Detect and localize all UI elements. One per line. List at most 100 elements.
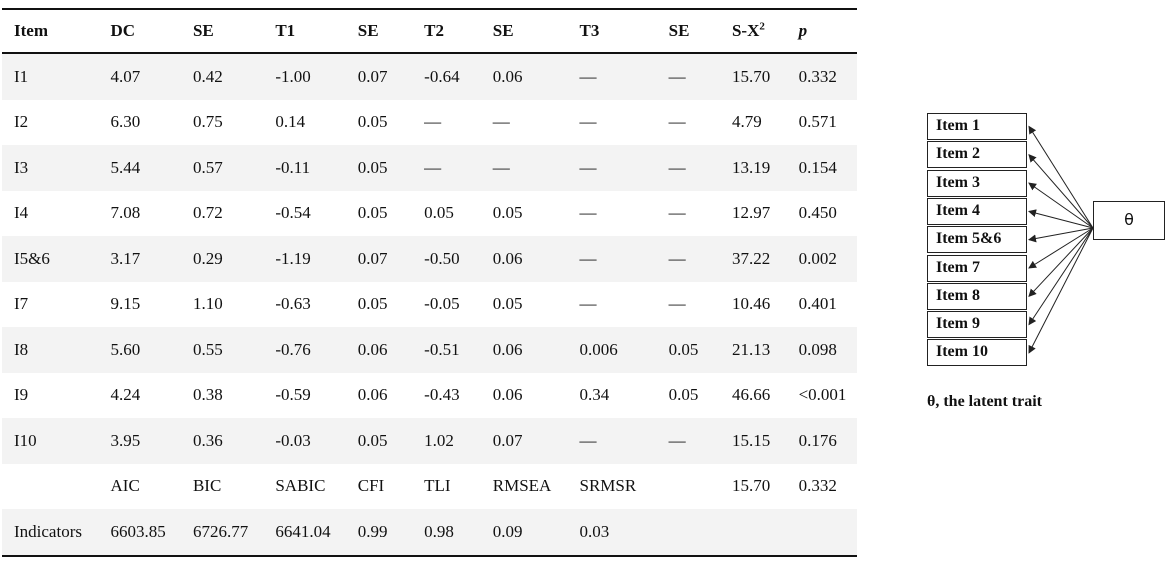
table-cell: 9.15 xyxy=(98,281,181,327)
table-cell: 21.13 xyxy=(719,327,787,373)
table-cell: 0.05 xyxy=(480,281,568,327)
irt-parameter-table: Item DC SE T1 SE T2 SE T3 SE S-X2 p I1 4.07 0.42 -1.0… xyxy=(2,8,857,557)
table-cell xyxy=(2,463,99,509)
table-cell xyxy=(786,509,857,557)
table-cell: I9 xyxy=(2,372,99,418)
table-cell: -0.64 xyxy=(412,53,481,100)
table-cell: 0.332 xyxy=(786,53,857,100)
table-row: Indicators 6603.85 6726.77 6641.04 0.99 0.98 0… xyxy=(2,509,857,557)
column-header-text: S-X xyxy=(731,21,760,40)
table-cell: — xyxy=(567,99,657,145)
table-cell: 0.34 xyxy=(567,372,657,418)
table-cell: 0.05 xyxy=(656,327,720,373)
table-cell: -1.19 xyxy=(263,236,346,282)
table-cell: 0.29 xyxy=(180,236,264,282)
table-cell: — xyxy=(656,53,720,100)
table-cell: 0.38 xyxy=(180,372,264,418)
table-row: I1 4.07 0.42 -1.00 0.07 -0.64 0.06— —15.70 0.332 xyxy=(2,53,857,100)
latent-trait-node: θ xyxy=(1093,201,1165,240)
column-header: T3 xyxy=(567,8,657,54)
table-cell: — xyxy=(567,281,657,327)
table-cell xyxy=(656,463,720,509)
table-cell: 0.72 xyxy=(180,190,264,236)
table-cell: 0.05 xyxy=(345,145,413,191)
table-cell: 15.70 xyxy=(719,53,787,100)
loading-arrow xyxy=(1028,209,1094,229)
table-cell: I7 xyxy=(2,281,99,327)
table-cell: 0.06 xyxy=(480,327,568,373)
table-cell: 3.17 xyxy=(98,236,181,282)
table-cell: -0.50 xyxy=(412,236,481,282)
table-cell: -0.43 xyxy=(412,372,481,418)
table-row: I3 5.44 0.57 -0.11 0.05— — — —13.19 0.154 xyxy=(2,145,857,191)
table-cell: 7.08 xyxy=(98,190,181,236)
table-cell: — xyxy=(656,145,720,191)
table-cell: — xyxy=(567,145,657,191)
table-cell: I10 xyxy=(2,418,99,464)
table-cell: 0.05 xyxy=(345,281,413,327)
table-cell: 1.10 xyxy=(180,281,264,327)
table-cell: 0.05 xyxy=(345,418,413,464)
table-row: I10 3.95 0.36 -0.03 0.05 1.02 0.07— —15.15 0.176 xyxy=(2,418,857,464)
loading-arrow xyxy=(1028,227,1094,243)
results-table: Item DC SE T1 SE T2 SE T3 SE S-X2 p I1 4.07 0.42 -1.0… xyxy=(2,8,857,557)
column-header: Item xyxy=(2,8,99,54)
table-cell: 0.332 xyxy=(786,463,857,509)
table-cell: 0.401 xyxy=(786,281,857,327)
table-cell: -0.76 xyxy=(263,327,346,373)
table-cell: — xyxy=(656,418,720,464)
table-cell: 0.57 xyxy=(180,145,264,191)
loading-arrow xyxy=(1028,154,1094,229)
column-header: p xyxy=(786,8,857,54)
column-header: SE xyxy=(180,8,264,54)
loading-arrow xyxy=(1028,227,1094,326)
table-cell: Indicators xyxy=(2,509,99,557)
table-cell: 0.098 xyxy=(786,327,857,373)
item-node: Item 3 xyxy=(927,169,1027,197)
table-cell: 0.36 xyxy=(180,418,264,464)
table-cell: 0.05 xyxy=(412,190,481,236)
column-header: T2 xyxy=(412,8,481,54)
table-row: I5&6 3.17 0.29 -1.19 0.07 -0.50 0.06— —37.22 0.0… xyxy=(2,236,857,282)
loading-arrow xyxy=(1028,125,1094,229)
table-cell: 1.02 xyxy=(412,418,481,464)
table-cell: 0.98 xyxy=(412,509,481,557)
table-cell: 0.06 xyxy=(480,236,568,282)
table-cell: — xyxy=(656,236,720,282)
table-cell: 0.571 xyxy=(786,99,857,145)
table-cell: — xyxy=(480,145,568,191)
diagram-caption: θ, the latent trait xyxy=(927,393,1042,410)
table-cell: 0.42 xyxy=(180,53,264,100)
table-cell: -1.00 xyxy=(263,53,346,100)
table-row: I8 5.60 0.55 -0.76 0.06 -0.51 0.06 0.006 0.05 21.… xyxy=(2,327,857,373)
table-row: I9 4.24 0.38 -0.59 0.06 -0.43 0.06 0.34 0.05 46.6… xyxy=(2,372,857,418)
table-cell xyxy=(656,509,720,557)
table-cell: 5.44 xyxy=(98,145,181,191)
loading-arrow xyxy=(1028,227,1094,298)
table-cell: 4.07 xyxy=(98,53,181,100)
table-cell: — xyxy=(567,53,657,100)
table-body: I1 4.07 0.42 -1.00 0.07 -0.64 0.06— —15.70 0.332… xyxy=(2,53,857,557)
table-cell: — xyxy=(567,190,657,236)
table-cell: 0.75 xyxy=(180,99,264,145)
table-cell: 0.14 xyxy=(263,99,346,145)
table-cell: 6.30 xyxy=(98,99,181,145)
column-header: DC xyxy=(98,8,181,54)
table-cell: -0.54 xyxy=(263,190,346,236)
table-cell: 0.55 xyxy=(180,327,264,373)
table-cell: AIC xyxy=(98,463,181,509)
table-cell: 13.19 xyxy=(719,145,787,191)
table-cell: I8 xyxy=(2,327,99,373)
table-cell: TLI xyxy=(412,463,481,509)
table-cell xyxy=(719,509,787,557)
table-cell: -0.59 xyxy=(263,372,346,418)
table-cell: 0.09 xyxy=(480,509,568,557)
item-node: Item 8 xyxy=(927,282,1027,310)
table-cell: — xyxy=(567,418,657,464)
table-row: I7 9.15 1.10 -0.63 0.05 -0.05 0.05— —10.46 0.401 xyxy=(2,281,857,327)
table-cell: 0.06 xyxy=(345,327,413,373)
table-cell: — xyxy=(567,236,657,282)
table-cell: I4 xyxy=(2,190,99,236)
table-cell: 0.06 xyxy=(480,372,568,418)
table-cell: 0.05 xyxy=(480,190,568,236)
